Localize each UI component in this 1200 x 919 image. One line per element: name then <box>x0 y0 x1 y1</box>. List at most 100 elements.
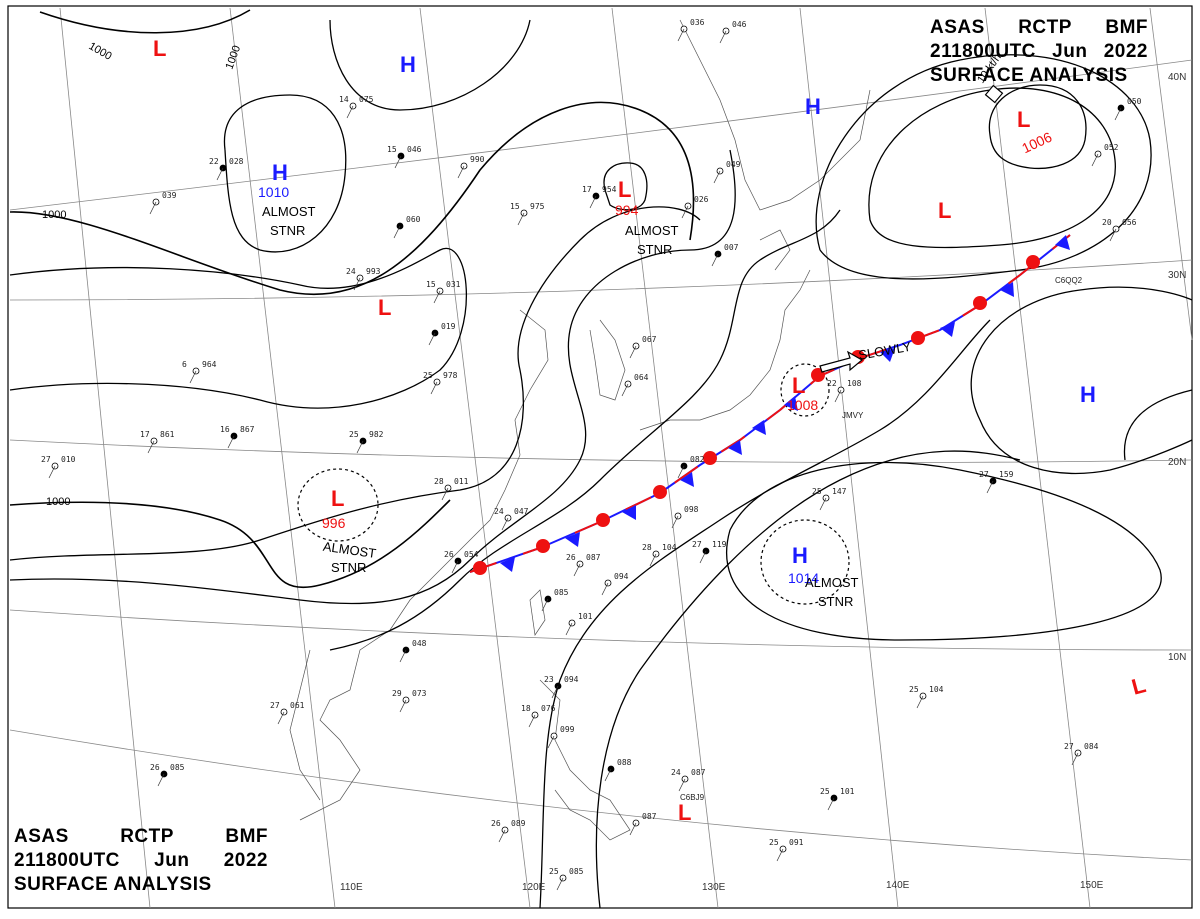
station-pressure: 047 <box>514 507 529 516</box>
station-plot: 060 <box>393 215 421 239</box>
station-pressure: 098 <box>684 505 699 514</box>
wind-barb <box>711 253 719 267</box>
header-line-3: SURFACE ANALYSIS <box>930 65 1128 86</box>
isobar-around-l-ne-inner <box>868 87 1116 249</box>
movement-arrow <box>819 350 864 373</box>
station-temp: 26 <box>444 550 454 559</box>
footer-line-2: 211800UTC Jun 2022 <box>14 849 268 873</box>
wind-barb <box>681 205 689 219</box>
station-plot: 990 <box>457 155 485 179</box>
stationary-front <box>469 234 1071 575</box>
high-center-north: H <box>400 52 416 77</box>
station-pressure: 049 <box>726 160 741 169</box>
wind-barb <box>393 225 401 239</box>
station-pressure: 099 <box>560 725 575 734</box>
china-coast <box>299 309 549 821</box>
taiwan-coast <box>529 589 546 636</box>
warm-bump <box>596 513 610 527</box>
station-temp: 25 <box>549 867 559 876</box>
station-plot: 22 108 <box>827 379 862 403</box>
station-plot: 16 867 <box>220 425 255 449</box>
station-temp: 25 <box>769 838 779 847</box>
wind-barb <box>147 440 155 454</box>
station-plot: 26 089 <box>491 819 526 843</box>
station-pressure: 084 <box>1084 742 1099 751</box>
low-value-994: 994 <box>615 202 639 218</box>
wind-barb <box>356 440 364 454</box>
station-plot: 064 <box>621 373 649 397</box>
ship-c6bj9: C6BJ9 <box>680 793 705 802</box>
wind-barb <box>621 383 629 397</box>
station-plot: 099 <box>547 725 575 749</box>
station-pressure: 990 <box>470 155 485 164</box>
station-plot: 046 <box>719 20 747 44</box>
station-temp: 28 <box>434 477 444 486</box>
station-plot: 26 085 <box>150 763 185 787</box>
station-pressure: 085 <box>569 867 584 876</box>
station-plot: 088 <box>604 758 632 782</box>
wind-barb <box>1109 228 1117 242</box>
station-plot: 049 <box>713 160 741 184</box>
high-center-1014: H <box>792 543 808 568</box>
high-value-1014: 1014 <box>788 570 819 586</box>
isobar-around-l-994 <box>603 162 648 211</box>
almost-label-h1010: ALMOST <box>262 204 316 219</box>
station-pressure: 087 <box>642 812 657 821</box>
station-temp: 24 <box>494 507 504 516</box>
wind-barb <box>699 550 707 564</box>
station-pressure: 975 <box>530 202 545 211</box>
vietnam-coast <box>289 649 321 801</box>
isobar-around-h-north <box>329 19 531 111</box>
valid-month: Jun <box>154 850 190 871</box>
isobar-1000-south <box>9 499 451 588</box>
isobar-h-1014 <box>760 519 850 605</box>
isobar-1012-b <box>595 450 1021 909</box>
station-temp: 20 <box>1102 218 1112 227</box>
warm-bump <box>536 539 550 553</box>
meridian-110E <box>229 7 336 909</box>
station-plot: 22 028 <box>209 157 244 181</box>
station-plot: 007 <box>711 243 739 267</box>
station-temp: 27 <box>270 701 280 710</box>
station-pressure: 011 <box>454 477 469 486</box>
wind-barb <box>834 389 842 403</box>
isobar-l-1008 <box>780 363 830 417</box>
station-pressure: 993 <box>366 267 381 276</box>
station-pressure: 091 <box>789 838 804 847</box>
almost-label-l996: ALMOST <box>322 539 377 561</box>
station-pressure: 089 <box>511 819 526 828</box>
station-plot: 25 978 <box>423 371 458 395</box>
station-plot: 26 054 <box>444 550 479 574</box>
wind-barb <box>48 465 56 479</box>
low-center-far-east: L <box>1129 672 1148 700</box>
wind-barb <box>399 699 407 713</box>
wind-barb <box>528 714 536 728</box>
station-plot: 25 147 <box>812 487 847 511</box>
station-pressure: 046 <box>732 20 747 29</box>
pressure-values: 1010 994 1006 996 1008 1014 <box>258 129 1054 586</box>
station-pressure: 104 <box>662 543 677 552</box>
station-pressure: 082 <box>690 455 705 464</box>
cold-triangle <box>622 505 636 520</box>
meridian-100E <box>59 7 151 909</box>
station-temp: 26 <box>566 553 576 562</box>
station-pressure: 104 <box>929 685 944 694</box>
station-temp: 26 <box>150 763 160 772</box>
station-code: RCTP <box>120 826 174 847</box>
wind-barb <box>677 28 685 42</box>
station-pressure: 085 <box>170 763 185 772</box>
station-temp: 15 <box>426 280 436 289</box>
cold-triangle <box>728 440 742 455</box>
station-pressure: 046 <box>407 145 422 154</box>
station-temp: 22 <box>827 379 837 388</box>
station-pressure: 094 <box>564 675 579 684</box>
warm-bump <box>653 485 667 499</box>
station-plot: 25 104 <box>909 685 944 709</box>
station-plot: 050 <box>1114 97 1142 121</box>
wind-barb <box>1091 153 1099 167</box>
cold-triangle <box>680 472 694 487</box>
station-pressure: 054 <box>464 550 479 559</box>
low-value-1008: 1008 <box>787 397 818 413</box>
station-pressure: 052 <box>1104 143 1119 152</box>
station-pressure: 085 <box>554 588 569 597</box>
